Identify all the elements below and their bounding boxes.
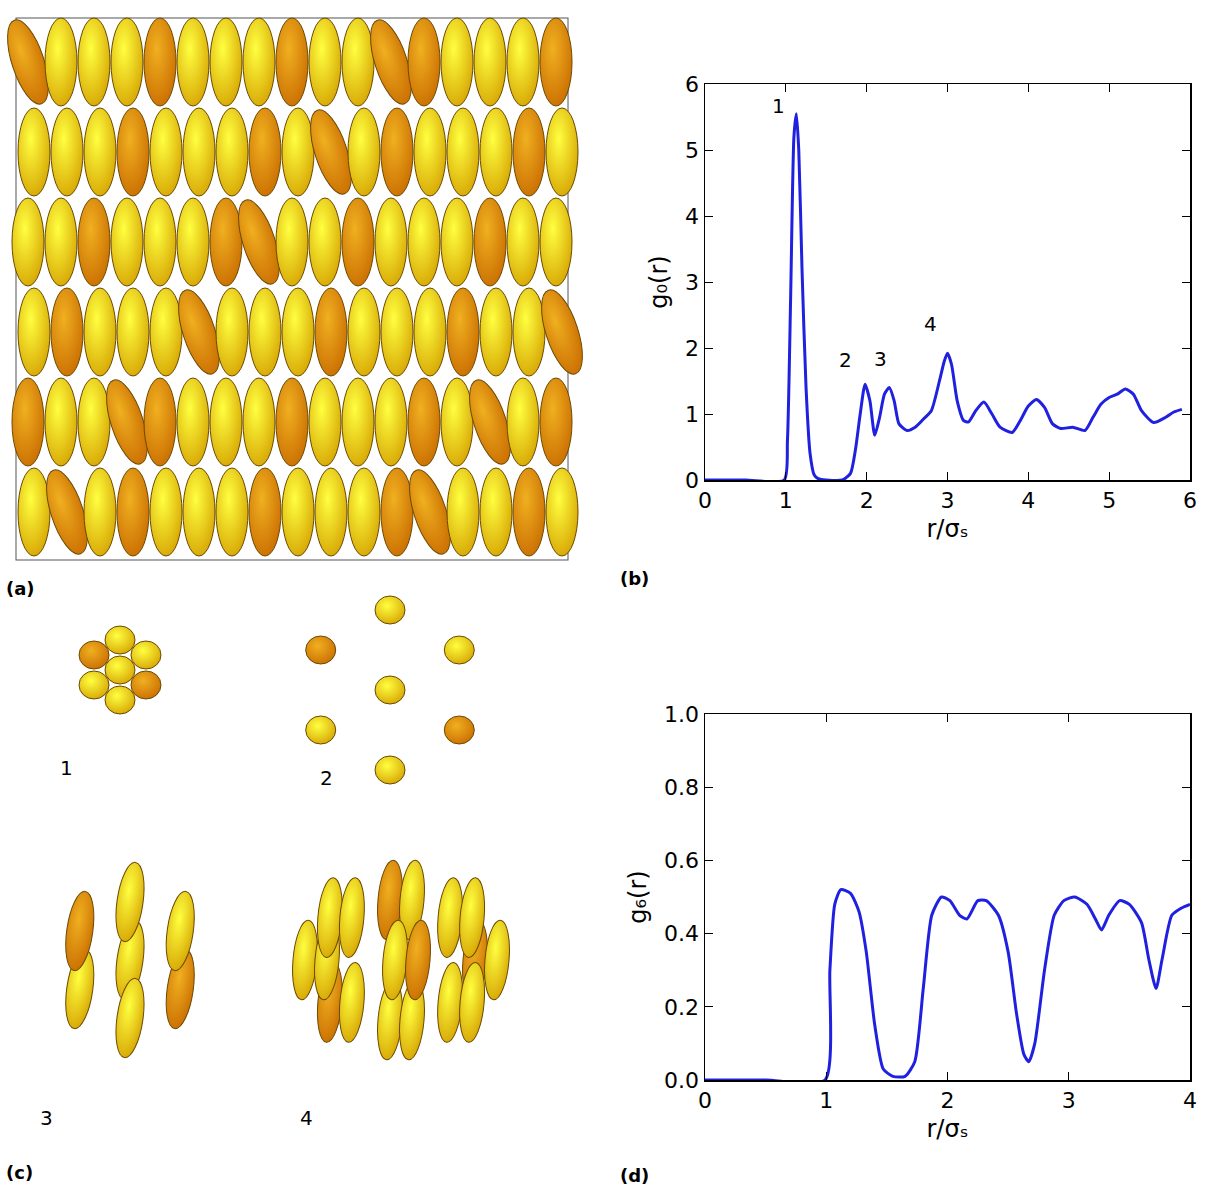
svg-text:4: 4 [1021,488,1035,513]
svg-text:1: 1 [779,488,793,513]
svg-text:2: 2 [685,336,699,361]
svg-text:0.4: 0.4 [664,921,699,946]
svg-text:1: 1 [685,402,699,427]
svg-text:1.0: 1.0 [664,702,699,727]
svg-text:2: 2 [941,1088,955,1113]
svg-text:5: 5 [1102,488,1116,513]
html-text:(b): (b) [620,568,650,589]
svg-text:3: 3 [40,1106,53,1130]
svg-text:4: 4 [1183,1088,1197,1113]
svg-text:0.2: 0.2 [664,995,699,1020]
svg-text:0: 0 [698,488,712,513]
svg-text:1: 1 [819,1088,833,1113]
svg-text:2: 2 [320,766,333,790]
svg-text:3: 3 [685,270,699,295]
svg-text:3: 3 [874,347,887,371]
svg-text:4: 4 [685,204,699,229]
html-text:(a): (a) [6,578,35,599]
svg-text:g₆(r): g₆(r) [624,870,652,923]
svg-text:0: 0 [698,1088,712,1113]
svg-text:0.8: 0.8 [664,775,699,800]
svg-text:2: 2 [839,348,852,372]
svg-text:0: 0 [685,468,699,493]
svg-text:5: 5 [685,138,699,163]
svg-text:4: 4 [300,1106,313,1130]
svg-text:6: 6 [1183,488,1197,513]
svg-text:2: 2 [860,488,874,513]
svg-text:r/σₛ: r/σₛ [926,515,968,543]
svg-text:3: 3 [941,488,955,513]
html-text:(c): (c) [6,1162,34,1183]
svg-text:0.0: 0.0 [664,1068,699,1093]
svg-text:1: 1 [60,756,73,780]
svg-text:r/σₛ: r/σₛ [926,1115,968,1143]
html-text:(d): (d) [620,1165,650,1186]
svg-text:1: 1 [772,94,785,118]
svg-text:0.6: 0.6 [664,848,699,873]
svg-text:4: 4 [924,312,937,336]
svg-text:g₀(r): g₀(r) [645,255,673,308]
svg-text:6: 6 [685,72,699,97]
svg-text:3: 3 [1062,1088,1076,1113]
